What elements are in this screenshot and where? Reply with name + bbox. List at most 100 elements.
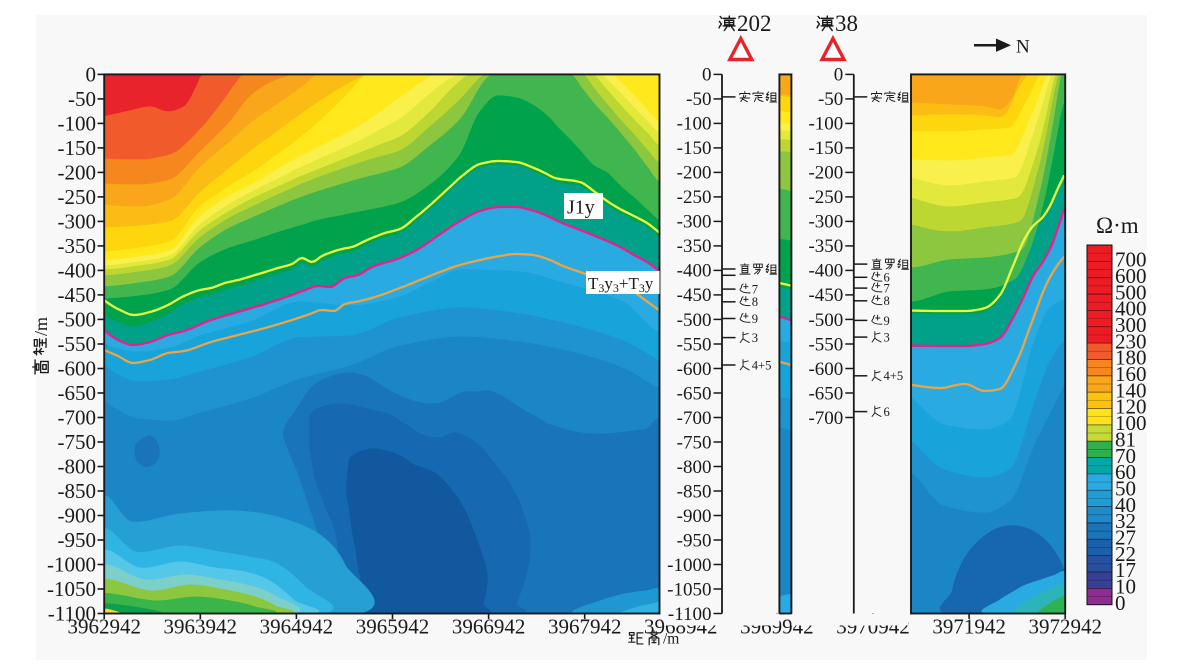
svg-text:120: 120 bbox=[1115, 395, 1147, 419]
svg-text:0: 0 bbox=[702, 65, 712, 86]
svg-text:-500: -500 bbox=[677, 310, 712, 331]
svg-text:9: 9 bbox=[884, 314, 890, 328]
svg-text:-400: -400 bbox=[58, 258, 97, 282]
svg-text:-550: -550 bbox=[58, 332, 97, 356]
svg-text:17: 17 bbox=[1115, 558, 1136, 582]
svg-text:6: 6 bbox=[884, 271, 890, 285]
svg-text:-700: -700 bbox=[808, 408, 843, 429]
svg-text:T3y3+T3y: T3y3+T3y bbox=[588, 274, 654, 295]
svg-text:-50: -50 bbox=[68, 87, 96, 111]
svg-text:-50: -50 bbox=[686, 89, 711, 110]
svg-text:3966942: 3966942 bbox=[452, 615, 526, 639]
svg-text:9: 9 bbox=[752, 312, 758, 326]
svg-text:-100: -100 bbox=[677, 114, 712, 135]
svg-text:3967942: 3967942 bbox=[548, 615, 622, 639]
svg-text:-450: -450 bbox=[58, 283, 97, 307]
svg-text:100: 100 bbox=[1115, 411, 1147, 435]
svg-text:-400: -400 bbox=[808, 261, 843, 282]
svg-text:-200: -200 bbox=[58, 160, 97, 184]
svg-text:-100: -100 bbox=[58, 111, 97, 135]
svg-text:-350: -350 bbox=[677, 236, 712, 257]
svg-text:-450: -450 bbox=[677, 285, 712, 306]
svg-text:-500: -500 bbox=[58, 307, 97, 331]
svg-text:-1050: -1050 bbox=[47, 577, 96, 601]
svg-text:-300: -300 bbox=[58, 209, 97, 233]
svg-text:3962942: 3962942 bbox=[67, 615, 141, 639]
svg-text:-200: -200 bbox=[808, 163, 843, 184]
svg-text:-850: -850 bbox=[677, 481, 712, 502]
svg-text:-800: -800 bbox=[58, 455, 97, 479]
svg-text:6: 6 bbox=[884, 405, 890, 419]
svg-text:-200: -200 bbox=[677, 163, 712, 184]
svg-text:-650: -650 bbox=[808, 383, 843, 404]
svg-text:/m: /m bbox=[663, 631, 679, 648]
svg-text:-150: -150 bbox=[58, 136, 97, 160]
svg-text:70: 70 bbox=[1115, 444, 1136, 468]
svg-text:0: 0 bbox=[834, 65, 844, 86]
svg-text:8: 8 bbox=[752, 295, 758, 309]
svg-text:-400: -400 bbox=[677, 261, 712, 282]
svg-text:3971942: 3971942 bbox=[932, 615, 1006, 639]
svg-text:700: 700 bbox=[1115, 248, 1147, 272]
svg-text:3964942: 3964942 bbox=[260, 615, 334, 639]
svg-text:180: 180 bbox=[1115, 346, 1147, 370]
svg-text:-650: -650 bbox=[677, 383, 712, 404]
svg-text:-700: -700 bbox=[58, 406, 97, 430]
svg-text:-600: -600 bbox=[677, 359, 712, 380]
svg-text:32: 32 bbox=[1115, 509, 1136, 533]
svg-text:500: 500 bbox=[1115, 280, 1147, 304]
svg-text:-950: -950 bbox=[58, 528, 97, 552]
svg-text:-500: -500 bbox=[808, 310, 843, 331]
svg-text:-350: -350 bbox=[58, 234, 97, 258]
svg-text:140: 140 bbox=[1115, 378, 1147, 402]
svg-text:-250: -250 bbox=[808, 187, 843, 208]
svg-text:3972942: 3972942 bbox=[1028, 615, 1102, 639]
svg-text:-1000: -1000 bbox=[47, 553, 96, 577]
svg-text:-300: -300 bbox=[808, 212, 843, 233]
svg-text:600: 600 bbox=[1115, 264, 1147, 288]
svg-text:27: 27 bbox=[1115, 526, 1136, 550]
svg-text:-900: -900 bbox=[677, 506, 712, 527]
svg-text:-150: -150 bbox=[808, 138, 843, 159]
svg-text:-1000: -1000 bbox=[667, 555, 711, 576]
svg-text:7: 7 bbox=[884, 282, 890, 296]
svg-text:0: 0 bbox=[1115, 591, 1126, 615]
svg-text:-950: -950 bbox=[677, 530, 712, 551]
svg-text:10: 10 bbox=[1115, 575, 1136, 599]
svg-text:160: 160 bbox=[1115, 362, 1147, 386]
svg-text:3965942: 3965942 bbox=[356, 615, 430, 639]
svg-text:/m: /m bbox=[31, 317, 51, 336]
svg-text:-1050: -1050 bbox=[667, 579, 711, 600]
svg-text:-750: -750 bbox=[677, 432, 712, 453]
svg-text:300: 300 bbox=[1115, 313, 1147, 337]
svg-text:-700: -700 bbox=[677, 408, 712, 429]
svg-text:-250: -250 bbox=[677, 187, 712, 208]
svg-text:3: 3 bbox=[884, 331, 890, 345]
svg-text:-100: -100 bbox=[808, 114, 843, 135]
svg-text:-550: -550 bbox=[677, 334, 712, 355]
svg-text:-550: -550 bbox=[808, 334, 843, 355]
svg-text:81: 81 bbox=[1115, 427, 1136, 451]
svg-text:202: 202 bbox=[737, 11, 772, 36]
svg-text:-250: -250 bbox=[58, 185, 97, 209]
svg-text:-350: -350 bbox=[808, 236, 843, 257]
svg-text:3963942: 3963942 bbox=[164, 615, 238, 639]
svg-text:-50: -50 bbox=[818, 89, 843, 110]
svg-text:40: 40 bbox=[1115, 493, 1136, 517]
svg-text:-300: -300 bbox=[677, 212, 712, 233]
svg-text:-450: -450 bbox=[808, 285, 843, 306]
svg-text:400: 400 bbox=[1115, 297, 1147, 321]
svg-text:-850: -850 bbox=[58, 479, 97, 503]
svg-text:Ω·m: Ω·m bbox=[1096, 213, 1139, 238]
svg-text:-750: -750 bbox=[58, 430, 97, 454]
svg-text:4+5: 4+5 bbox=[884, 369, 904, 383]
svg-text:7: 7 bbox=[752, 283, 758, 297]
svg-text:-600: -600 bbox=[58, 357, 97, 381]
svg-text:22: 22 bbox=[1115, 542, 1136, 566]
svg-text:-800: -800 bbox=[677, 457, 712, 478]
svg-text:-150: -150 bbox=[677, 138, 712, 159]
svg-text:-1100: -1100 bbox=[668, 604, 712, 625]
svg-text:-1100: -1100 bbox=[48, 602, 96, 626]
svg-text:N: N bbox=[1016, 37, 1030, 58]
svg-text:230: 230 bbox=[1115, 329, 1147, 353]
